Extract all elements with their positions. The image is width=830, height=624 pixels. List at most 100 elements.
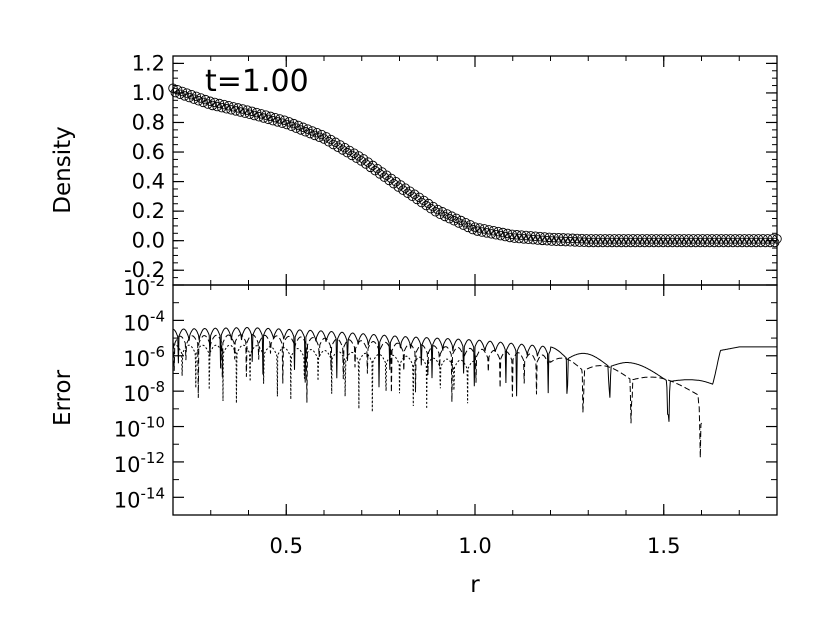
density-marker bbox=[437, 207, 448, 217]
error-line-dotted bbox=[172, 344, 476, 412]
density-marker bbox=[175, 89, 185, 99]
density-marker bbox=[347, 150, 357, 161]
density-marker bbox=[314, 132, 325, 142]
density-marker bbox=[463, 222, 473, 233]
density-marker bbox=[370, 165, 380, 176]
density-marker bbox=[379, 172, 390, 182]
density-marker bbox=[391, 177, 401, 187]
density-marker bbox=[453, 218, 464, 228]
error-y-tick-label: 10-12 bbox=[114, 449, 165, 477]
error-y-tick-label: 10-10 bbox=[114, 414, 165, 442]
density-marker bbox=[361, 159, 371, 169]
density-marker bbox=[351, 153, 362, 163]
density-marker bbox=[186, 90, 197, 100]
x-tick-label: 0.5 bbox=[270, 534, 303, 558]
error-panel: 10-14 10-12 10-10 10-8 10-6 10-4 10-2 0.5 1.0 1.… bbox=[50, 272, 778, 598]
density-marker bbox=[316, 129, 327, 140]
density-marker bbox=[467, 224, 478, 235]
density-marker bbox=[486, 229, 497, 239]
density-marker bbox=[291, 123, 301, 133]
density-marker bbox=[537, 235, 548, 246]
density-marker bbox=[421, 200, 431, 211]
density-marker bbox=[298, 122, 308, 133]
density-marker bbox=[444, 213, 455, 224]
density-marker bbox=[284, 117, 294, 127]
error-y-tick-label: 10-4 bbox=[123, 307, 165, 335]
density-marker bbox=[365, 162, 376, 173]
density-marker bbox=[321, 132, 332, 142]
density-marker bbox=[217, 102, 227, 113]
density-marker bbox=[170, 87, 181, 98]
density-marker bbox=[495, 230, 506, 241]
error-y-tick-label: 10-8 bbox=[123, 378, 165, 406]
density-marker bbox=[235, 107, 246, 117]
density-marker bbox=[477, 227, 487, 237]
density-marker bbox=[286, 121, 297, 132]
density-marker bbox=[323, 137, 334, 147]
density-marker bbox=[407, 191, 418, 202]
density-marker bbox=[426, 203, 436, 214]
density-marker bbox=[258, 113, 269, 123]
density-marker bbox=[465, 220, 476, 230]
density-marker bbox=[402, 188, 413, 198]
density-marker bbox=[354, 151, 364, 161]
density-marker bbox=[514, 233, 524, 244]
density-marker bbox=[430, 206, 441, 217]
x-axis-label: r bbox=[470, 572, 480, 598]
density-marker bbox=[433, 204, 443, 215]
density-marker bbox=[203, 99, 213, 109]
density-marker bbox=[449, 216, 459, 226]
density-marker bbox=[249, 110, 260, 121]
density-marker bbox=[375, 169, 385, 179]
density-marker bbox=[523, 234, 534, 244]
density-marker bbox=[384, 175, 394, 186]
density-marker bbox=[328, 139, 339, 150]
error-y-tick-label: 10-14 bbox=[114, 484, 165, 512]
density-marker bbox=[300, 127, 311, 137]
error-line-dashed bbox=[172, 334, 702, 458]
density-marker bbox=[509, 233, 520, 243]
density-y-tick-label: 1.2 bbox=[132, 51, 165, 75]
density-marker bbox=[200, 94, 211, 105]
density-marker bbox=[309, 130, 320, 141]
density-y-label: Density bbox=[50, 126, 76, 213]
density-marker bbox=[305, 128, 315, 139]
density-marker bbox=[302, 124, 313, 134]
density-marker bbox=[244, 109, 255, 119]
density-marker bbox=[400, 183, 411, 193]
density-marker bbox=[440, 211, 450, 222]
density-marker bbox=[458, 220, 469, 230]
density-marker bbox=[363, 157, 373, 167]
density-marker bbox=[268, 115, 278, 126]
density-marker bbox=[528, 234, 538, 245]
density-marker bbox=[505, 232, 515, 243]
density-marker bbox=[335, 140, 346, 150]
density-marker bbox=[460, 217, 471, 228]
density-marker bbox=[419, 195, 429, 206]
density-marker bbox=[221, 103, 232, 114]
density-marker bbox=[423, 198, 434, 209]
density-marker bbox=[319, 134, 329, 144]
density-marker bbox=[772, 234, 782, 244]
density-marker bbox=[337, 145, 348, 155]
density-marker bbox=[368, 160, 378, 171]
density-marker bbox=[491, 229, 501, 240]
density-marker bbox=[191, 91, 201, 102]
density-y-tick-label: 0.2 bbox=[132, 199, 165, 223]
density-marker bbox=[358, 154, 369, 164]
density-y-tick-label: 0.0 bbox=[132, 229, 165, 253]
x-tick-label: 1.5 bbox=[647, 534, 680, 558]
density-marker bbox=[182, 88, 192, 98]
density-marker bbox=[312, 128, 322, 138]
density-y-tick-label: 0.6 bbox=[132, 140, 165, 164]
density-marker bbox=[198, 97, 208, 108]
density-y-ticks: -0.2 0.0 0.2 0.4 0.6 0.8 1.0 1.2 bbox=[124, 51, 777, 286]
density-marker bbox=[340, 143, 350, 153]
density-marker bbox=[456, 215, 466, 226]
density-marker bbox=[193, 96, 204, 106]
density-y-tick-label: -0.2 bbox=[124, 258, 165, 282]
density-y-tick-label: 1.0 bbox=[132, 81, 165, 105]
density-marker bbox=[356, 156, 366, 166]
density-marker bbox=[414, 192, 424, 203]
